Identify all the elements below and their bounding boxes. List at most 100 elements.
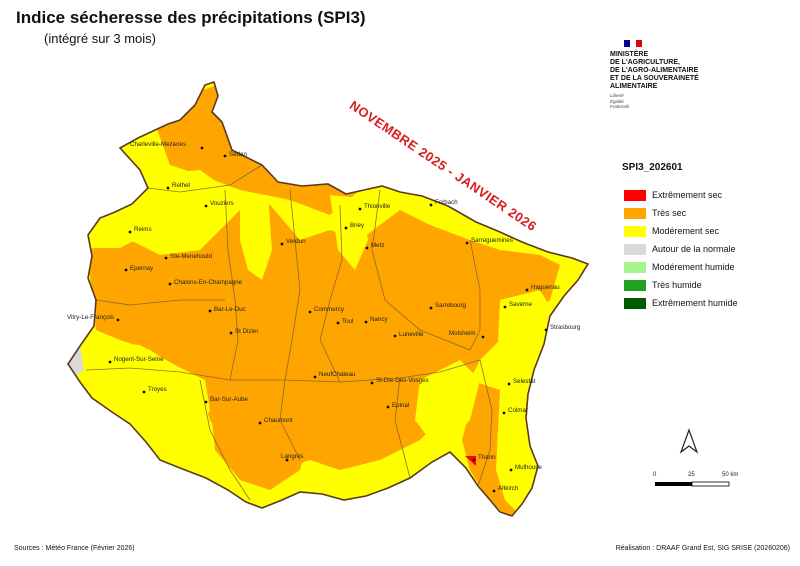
zone-moderately-dry-west: [72, 340, 210, 460]
city-label: Nancy: [370, 316, 388, 323]
city-marker: [370, 381, 374, 385]
city-marker: [364, 320, 368, 324]
city-marker: [166, 186, 170, 190]
city-label: Chaumont: [264, 417, 293, 424]
city-marker: [285, 458, 289, 462]
city-marker: [208, 309, 212, 313]
city-marker: [128, 230, 132, 234]
city-label: Reims: [134, 226, 152, 233]
zone-around-normal: [68, 346, 84, 378]
legend: Extrêmement sec Très sec Modérement sec …: [624, 186, 738, 312]
city-label: Toul: [342, 318, 353, 325]
legend-swatch: [624, 207, 646, 219]
city-marker: [116, 318, 120, 322]
city-label: Molsheim: [449, 330, 475, 337]
city-layer: Charleville-Mezieres Sedan Rethel Vouziers R…: [67, 141, 581, 493]
legend-label: Extrêmement humide: [652, 298, 738, 308]
city-label: St-Die-Des-Vosges: [376, 377, 429, 384]
city-marker: [472, 458, 476, 462]
legend-label: Modérement sec: [652, 226, 720, 236]
city-label: Strasbourg: [550, 324, 581, 331]
city-label: Vitry-Le-François: [67, 314, 114, 321]
city-marker: [507, 382, 511, 386]
zone-very-dry-south: [210, 390, 310, 490]
city-label: NeufChateau: [319, 371, 356, 378]
sources-note: Sources : Météo France (Février 2026): [14, 545, 135, 552]
city-marker: [204, 400, 208, 404]
city-label: Haguenau: [531, 284, 560, 291]
zone-moderately-dry-vosges: [415, 360, 480, 440]
city-marker: [429, 306, 433, 310]
city-marker: [223, 154, 227, 158]
map-subtitle: (intégré sur 3 mois): [44, 31, 156, 46]
legend-item: Modérement sec: [624, 222, 738, 240]
city-label: Nogent-Sur-Seine: [114, 356, 164, 363]
legend-swatch: [624, 297, 646, 309]
city-marker: [108, 360, 112, 364]
republic-motto: Liberté Égalité Fraternité: [610, 93, 630, 109]
city-label: Vouziers: [210, 200, 234, 207]
french-flag-icon: [624, 40, 642, 47]
city-label: Thann: [478, 454, 496, 461]
city-marker: [503, 305, 507, 309]
city-marker: [280, 242, 284, 246]
legend-item: Modérement humide: [624, 258, 738, 276]
department-borders: [85, 164, 493, 501]
city-marker: [168, 282, 172, 286]
city-label: Epernay: [130, 265, 154, 272]
city-label: Altkirch: [498, 485, 519, 492]
scale-max: 50 km: [722, 472, 738, 478]
legend-label: Extrêmement sec: [652, 190, 723, 200]
legend-title: SPI3_202601: [622, 162, 683, 173]
city-label: Commercy: [314, 306, 345, 313]
legend-item: Extrêmement humide: [624, 294, 738, 312]
city-marker: [509, 468, 513, 472]
city-label: Sarrebourg: [435, 302, 467, 309]
legend-swatch: [624, 225, 646, 237]
city-marker: [393, 334, 397, 338]
city-label: Troyes: [148, 386, 167, 393]
legend-item: Très humide: [624, 276, 738, 294]
ministry-name: MINISTÈRE DE L'AGRICULTURE, DE L'AGRO-AL…: [610, 51, 699, 90]
zone-very-dry-east: [462, 380, 520, 515]
city-marker: [365, 246, 369, 250]
legend-label: Modérement humide: [652, 262, 735, 272]
legend-item: Très sec: [624, 204, 738, 222]
city-marker: [386, 405, 390, 409]
city-marker: [481, 335, 485, 339]
city-label: Bar-Sur-Aube: [210, 396, 248, 403]
city-marker: [229, 331, 233, 335]
city-label: Briey: [350, 222, 365, 229]
city-marker: [142, 390, 146, 394]
city-label: Ste-Menehould: [170, 253, 213, 260]
city-label: Chalons-En-Champagne: [174, 279, 243, 286]
city-label: Selestat: [513, 378, 536, 385]
city-marker: [336, 321, 340, 325]
city-label: Sedan: [229, 151, 247, 158]
city-marker: [164, 256, 168, 260]
city-label: Thionville: [364, 203, 391, 210]
city-marker: [544, 328, 548, 332]
city-label: Forbach: [435, 199, 458, 206]
city-label: Luneville: [399, 331, 424, 338]
city-marker: [492, 489, 496, 493]
city-marker: [204, 204, 208, 208]
city-label: Epinal: [392, 402, 409, 409]
ministry-logo: MINISTÈRE DE L'AGRICULTURE, DE L'AGRO-AL…: [610, 40, 740, 110]
city-label: Colmar: [508, 407, 528, 414]
zone-moderately-dry-champagne: [88, 215, 150, 248]
zone-extremely-dry: [465, 456, 476, 466]
zone-moderately-dry-meuse: [240, 195, 272, 280]
scale-segment-1: [655, 482, 692, 486]
zone-moderately-dry-ardennes: [140, 170, 235, 220]
legend-item: Extrêmement sec: [624, 186, 738, 204]
city-marker: [258, 421, 262, 425]
city-label: Saverne: [509, 301, 533, 308]
legend-swatch: [624, 189, 646, 201]
legend-label: Autour de la normale: [652, 244, 736, 254]
legend-swatch: [624, 279, 646, 291]
credit-note: Réalisation : DRAAF Grand Est, SIG SRISE…: [615, 545, 790, 552]
city-label: Bar-Le-Duc: [214, 306, 246, 313]
city-marker: [465, 241, 469, 245]
city-label: St Dizier: [235, 328, 258, 335]
